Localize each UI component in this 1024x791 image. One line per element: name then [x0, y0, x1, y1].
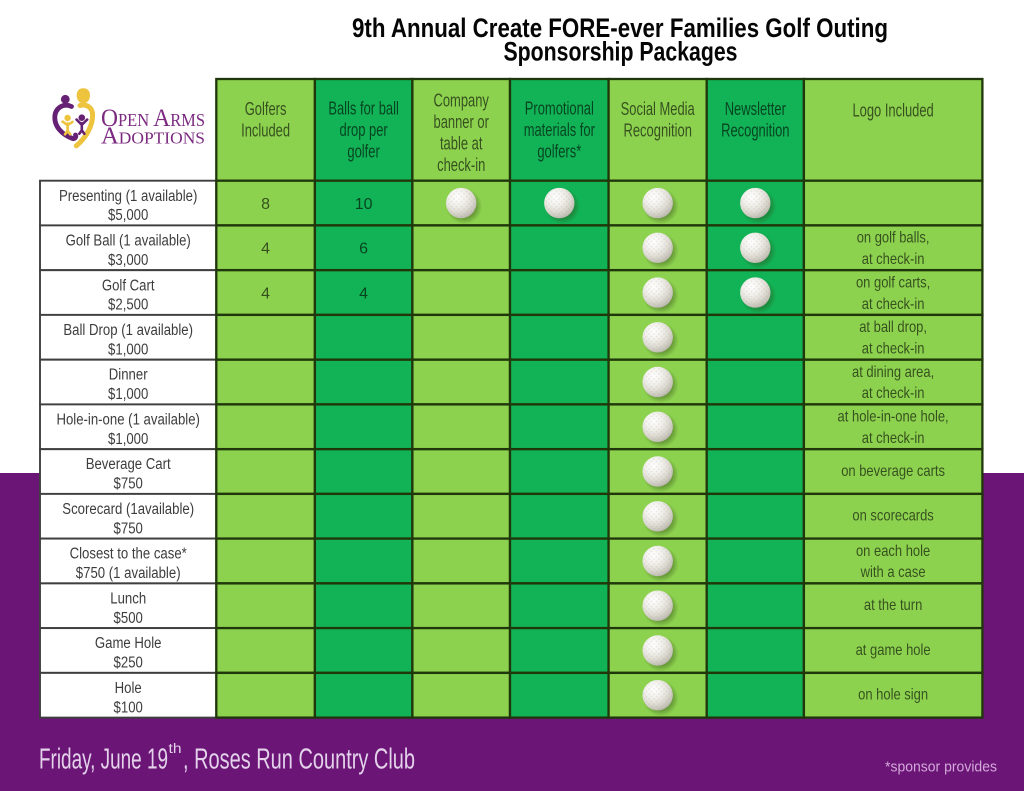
svg-text:Ball Drop (1 available): Ball Drop (1 available) — [63, 322, 193, 339]
svg-text:Golf Ball (1 available): Golf Ball (1 available) — [66, 233, 191, 250]
svg-text:Dinner: Dinner — [109, 367, 148, 384]
svg-text:table at: table at — [440, 133, 483, 154]
svg-text:10: 10 — [355, 196, 373, 213]
svg-text:Hole: Hole — [115, 680, 142, 697]
svg-text:at check-in: at check-in — [862, 430, 925, 447]
svg-text:at check-in: at check-in — [862, 341, 925, 358]
svg-text:Balls for ball: Balls for ball — [328, 98, 399, 119]
svg-text:$5,000: $5,000 — [108, 207, 149, 224]
svg-text:th: th — [169, 741, 182, 756]
svg-text:4: 4 — [261, 241, 270, 258]
svg-text:$2,500: $2,500 — [108, 297, 149, 314]
svg-text:on golf balls,: on golf balls, — [857, 230, 930, 247]
svg-text:with a case: with a case — [860, 564, 926, 581]
svg-text:$100: $100 — [114, 699, 144, 716]
svg-text:OPEN ARMS: OPEN ARMS — [101, 105, 205, 132]
svg-text:at check-in: at check-in — [862, 251, 925, 268]
svg-text:Game Hole: Game Hole — [95, 635, 162, 652]
svg-text:banner or: banner or — [434, 111, 489, 132]
svg-text:at ball drop,: at ball drop, — [859, 319, 927, 336]
svg-text:*sponsor provides: *sponsor provides — [885, 760, 997, 776]
svg-text:8: 8 — [261, 196, 270, 213]
svg-text:Scorecard (1available): Scorecard (1available) — [62, 501, 194, 518]
svg-text:at game hole: at game hole — [856, 642, 931, 659]
svg-text:ADOPTIONS: ADOPTIONS — [101, 124, 205, 150]
svg-text:at check-in: at check-in — [862, 296, 925, 313]
svg-text:$500: $500 — [114, 610, 144, 627]
svg-text:Company: Company — [434, 90, 490, 111]
svg-text:Recognition: Recognition — [721, 120, 789, 141]
svg-text:golfers*: golfers* — [537, 141, 581, 162]
svg-text:4: 4 — [261, 285, 270, 302]
svg-text:$750: $750 — [114, 520, 144, 537]
svg-text:Recognition: Recognition — [624, 120, 692, 141]
svg-text:on hole sign: on hole sign — [858, 687, 928, 704]
svg-text:Sponsorship Packages: Sponsorship Packages — [504, 36, 738, 66]
svg-text:Golfers: Golfers — [245, 98, 287, 119]
svg-text:6: 6 — [359, 241, 368, 258]
svg-text:on beverage carts: on beverage carts — [841, 463, 945, 480]
svg-text:at check-in: at check-in — [862, 385, 925, 402]
svg-text:4: 4 — [359, 285, 368, 302]
svg-text:materials for: materials for — [524, 119, 595, 140]
svg-text:on golf carts,: on golf carts, — [856, 274, 930, 291]
svg-text:Logo Included: Logo Included — [852, 100, 933, 121]
svg-text:$1,000: $1,000 — [108, 341, 149, 358]
svg-text:Friday, June 19: Friday, June 19 — [39, 744, 168, 776]
svg-text:Presenting (1 available): Presenting (1 available) — [59, 188, 197, 205]
svg-text:9th Annual Create FORE-ever Fa: 9th Annual Create FORE-ever Families Gol… — [352, 13, 888, 43]
svg-text:, Roses Run Country Club: , Roses Run Country Club — [183, 744, 415, 776]
svg-text:on each hole: on each hole — [856, 543, 930, 560]
svg-text:$1,000: $1,000 — [108, 431, 149, 448]
svg-text:on scorecards: on scorecards — [852, 508, 933, 525]
svg-text:Lunch: Lunch — [110, 590, 146, 607]
svg-text:Closest to the case*: Closest to the case* — [70, 546, 187, 563]
svg-text:Included: Included — [241, 120, 290, 141]
svg-text:at the turn: at the turn — [864, 597, 922, 614]
svg-text:at hole-in-one hole,: at hole-in-one hole, — [838, 409, 949, 426]
svg-text:Promotional: Promotional — [525, 98, 594, 119]
svg-text:at dining area,: at dining area, — [852, 364, 934, 381]
svg-text:$750: $750 — [114, 476, 144, 493]
svg-text:Hole-in-one (1 available): Hole-in-one (1 available) — [56, 412, 200, 429]
svg-text:$250: $250 — [114, 655, 144, 672]
svg-text:$750 (1 available): $750 (1 available) — [76, 565, 181, 582]
svg-text:Newsletter: Newsletter — [725, 98, 786, 119]
svg-text:$3,000: $3,000 — [108, 252, 149, 269]
svg-text:Golf Cart: Golf Cart — [102, 277, 155, 294]
svg-text:Beverage Cart: Beverage Cart — [86, 456, 172, 473]
svg-text:golfer: golfer — [347, 141, 379, 162]
svg-text:drop per: drop per — [340, 119, 388, 140]
svg-text:check-in: check-in — [437, 154, 485, 175]
svg-text:Social Media: Social Media — [621, 98, 696, 119]
svg-text:$1,000: $1,000 — [108, 386, 149, 403]
